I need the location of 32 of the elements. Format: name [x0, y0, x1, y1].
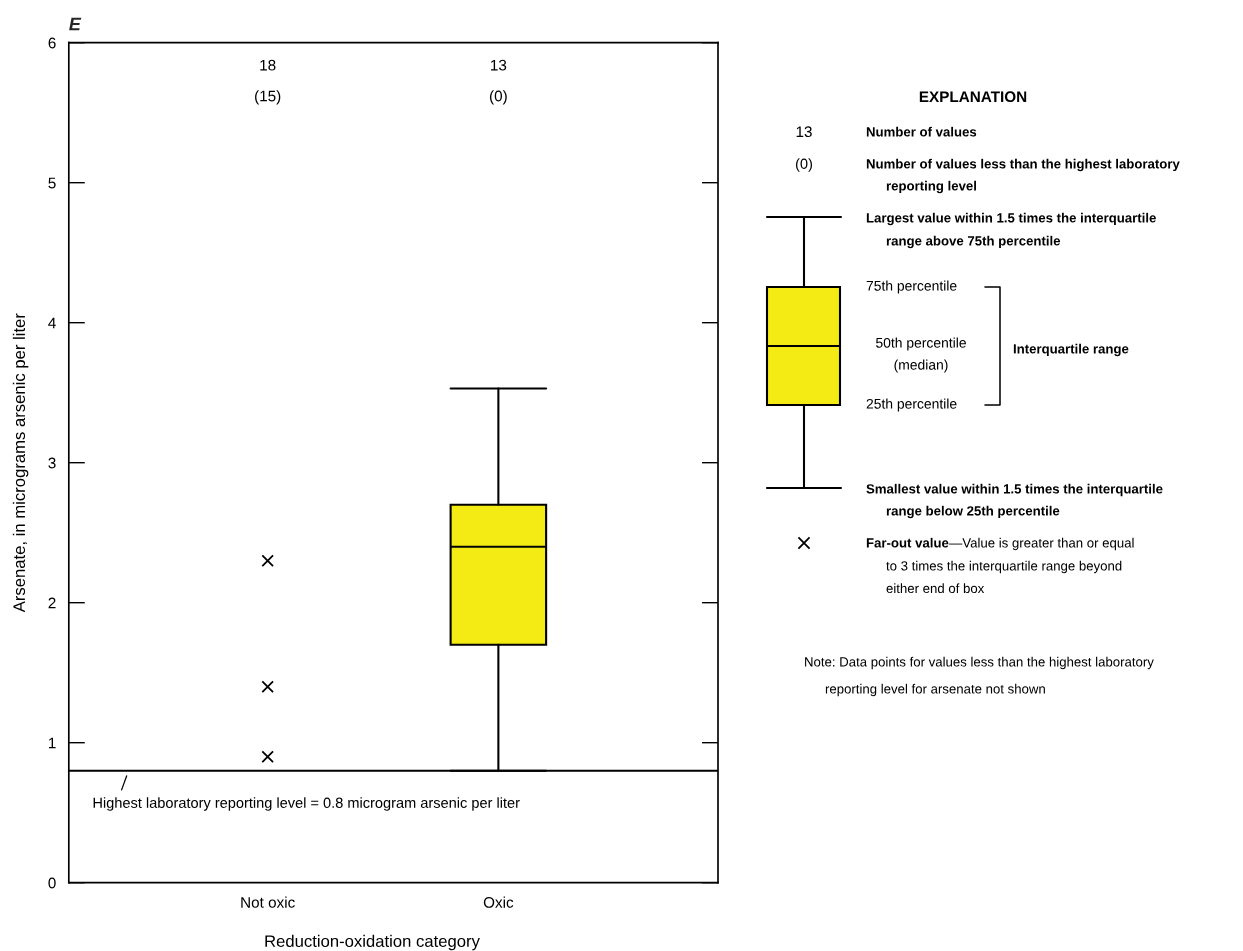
text: Smallest value within 1.5 times the interquartile range below 25th percentile — [866, 483, 1163, 519]
text: (0) — [795, 158, 813, 172]
annotation: (15) — [255, 90, 281, 105]
text: Interquartile range — [1013, 343, 1129, 357]
annotation: 13 — [491, 59, 507, 71]
text: 25th percentile — [866, 398, 957, 412]
annotation: (0) — [489, 90, 507, 105]
y-tick-label: 4 — [48, 317, 56, 329]
y-tick-label: 0 — [48, 877, 56, 889]
text: —Value is greater than or equal — [949, 537, 1134, 551]
x-tick-label: Oxic — [483, 896, 514, 908]
text: Note: Data points for values less than the highest laboratory reporting level for arsenate not shown — [805, 656, 1154, 697]
annotation: 18 — [260, 59, 276, 71]
y-tick-label: 3 — [48, 457, 56, 469]
text: Far-out value — [866, 537, 949, 548]
text: 50th percentile (median) — [876, 337, 966, 373]
x-axis-title: Reduction-oxidation category — [265, 934, 480, 951]
legend-label: Highest laboratory reporting level = 0.8 microgram arsenic per liter — [93, 797, 520, 811]
x-tick-label: Not oxic — [241, 896, 295, 908]
y-tick-label: 6 — [48, 37, 56, 49]
text: 13 — [796, 126, 812, 138]
text: EXPLANATION — [919, 91, 1027, 103]
text: to 3 times the interquartile range beyond either end of box — [886, 560, 1122, 594]
y-axis-title: Arsenate, in micrograms arsenic per liter — [12, 313, 29, 613]
text: 75th percentile — [866, 280, 957, 294]
text: Number of values — [866, 126, 977, 137]
text: Number of values less than the highest laboratory reporting level — [866, 158, 1180, 194]
y-tick-label: 2 — [48, 597, 56, 609]
chart-title: E — [69, 17, 82, 31]
y-tick-label: 1 — [48, 737, 56, 749]
text: Largest value within 1.5 times the interquartile range above 75th percentile — [866, 212, 1156, 249]
y-tick-label: 5 — [48, 177, 56, 189]
